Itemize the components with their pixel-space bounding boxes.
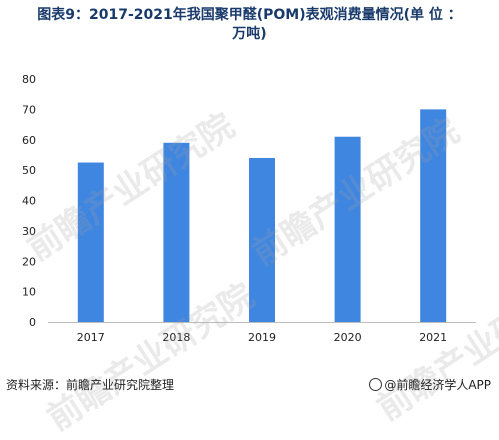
brand-logo-icon: [369, 378, 383, 391]
y-tick-label: 60: [22, 134, 36, 147]
bar-chart: 0 10 20 30 40 50 60 70 80 2017 2018 2019 2020 2021: [22, 73, 476, 344]
bar-2020: [334, 136, 361, 322]
bar-2019: [249, 157, 275, 322]
chart-title: 图表9：2017-2021年我国聚甲醛(POM)表观消费量情况(单 位 ： 万吨…: [0, 6, 499, 44]
y-tick-label: 10: [22, 286, 36, 299]
y-tick-label: 70: [22, 103, 36, 116]
y-tick-label: 0: [29, 316, 36, 329]
bar-2018: [163, 142, 190, 322]
x-tick-label: 2020: [334, 331, 362, 344]
y-tick-label: 20: [22, 255, 36, 268]
y-tick-label: 80: [22, 73, 36, 86]
source-note: 资料来源：前瞻产业研究院整理: [6, 378, 175, 392]
bar-2017: [77, 162, 104, 322]
x-tick-label: 2018: [162, 331, 190, 344]
bar-2021: [420, 109, 447, 322]
x-tick-label: 2019: [248, 331, 276, 344]
x-tick-label: 2021: [419, 331, 447, 344]
y-tick-label: 30: [22, 225, 36, 238]
x-tick-label: 2017: [77, 331, 105, 344]
chart-title-line-2: 万吨): [232, 26, 267, 42]
chart-title-line-1: 图表9：2017-2021年我国聚甲醛(POM)表观消费量情况(单 位 ：: [37, 7, 462, 23]
brand-credit: @前瞻经济学人APP: [369, 376, 491, 393]
y-tick-label: 40: [22, 195, 36, 208]
y-tick-label: 50: [22, 164, 36, 177]
brand-credit-text: @前瞻经济学人APP: [384, 378, 491, 392]
